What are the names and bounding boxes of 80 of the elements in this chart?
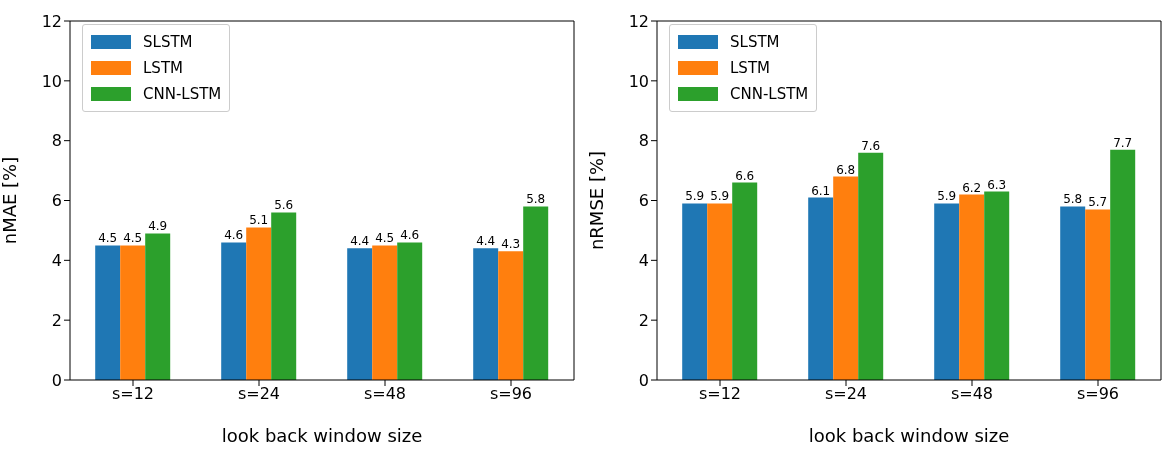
y-tick-label: 8 xyxy=(638,131,649,151)
bar xyxy=(858,152,884,380)
data-label: 4.6 xyxy=(224,228,244,243)
data-label: 5.8 xyxy=(1063,192,1083,207)
bar xyxy=(271,212,297,380)
bar xyxy=(145,233,171,380)
x-tick-label: s=96 xyxy=(1076,384,1120,404)
bar xyxy=(1085,209,1111,380)
data-label: 5.6 xyxy=(274,198,294,213)
data-label: 4.6 xyxy=(400,228,420,243)
bar xyxy=(523,206,549,380)
bar xyxy=(473,248,499,380)
y-tick-label: 10 xyxy=(41,71,62,91)
bar xyxy=(221,242,247,380)
data-label: 4.5 xyxy=(375,231,395,246)
legend-label: SLSTM xyxy=(143,33,193,51)
x-tick-label: s=24 xyxy=(824,384,868,404)
bar xyxy=(246,227,272,380)
y-tick-label: 6 xyxy=(51,191,62,211)
bar xyxy=(984,191,1010,380)
data-label: 4.5 xyxy=(123,231,143,246)
data-label: 4.3 xyxy=(501,237,521,252)
y-tick-label: 12 xyxy=(628,11,649,31)
data-label: 5.9 xyxy=(685,189,705,204)
bar xyxy=(682,203,708,380)
bar xyxy=(934,203,960,380)
data-label: 5.8 xyxy=(526,192,546,207)
y-tick-label: 2 xyxy=(51,310,62,330)
x-tick-label: s=96 xyxy=(489,384,533,404)
bar xyxy=(732,182,758,380)
data-label: 5.9 xyxy=(710,189,730,204)
x-tick-label: s=12 xyxy=(111,384,155,404)
data-label: 6.1 xyxy=(811,183,831,198)
bar xyxy=(347,248,373,380)
x-tick-label: s=12 xyxy=(698,384,742,404)
y-axis-title: nRMSE [%] xyxy=(586,150,608,251)
x-tick-label: s=48 xyxy=(950,384,994,404)
data-label: 4.5 xyxy=(98,231,118,246)
y-tick-label: 4 xyxy=(51,251,62,271)
data-label: 5.1 xyxy=(249,213,269,228)
y-tick-label: 2 xyxy=(638,310,649,330)
bar xyxy=(1110,149,1136,380)
data-label: 5.7 xyxy=(1088,195,1108,210)
bar xyxy=(1060,206,1086,380)
legend-label: SLSTM xyxy=(730,33,780,51)
data-label: 7.7 xyxy=(1113,135,1133,150)
y-axis-title: nMAE [%] xyxy=(0,156,21,245)
data-label: 4.4 xyxy=(476,234,496,249)
data-label: 4.9 xyxy=(148,219,168,234)
legend-label: LSTM xyxy=(143,59,183,77)
legend-label: LSTM xyxy=(730,59,770,77)
bar xyxy=(498,251,524,380)
data-label: 5.9 xyxy=(937,189,957,204)
x-tick-label: s=48 xyxy=(363,384,407,404)
bar xyxy=(397,242,423,380)
data-label: 6.6 xyxy=(735,168,755,183)
data-label: 6.3 xyxy=(987,177,1007,192)
bar xyxy=(707,203,733,380)
y-tick-label: 8 xyxy=(51,131,62,151)
y-tick-label: 0 xyxy=(638,370,649,390)
data-label: 4.4 xyxy=(350,234,370,249)
bar xyxy=(833,176,859,380)
y-tick-label: 4 xyxy=(638,251,649,271)
y-tick-label: 6 xyxy=(638,191,649,211)
bar xyxy=(120,245,146,380)
bar xyxy=(959,194,985,380)
y-tick-label: 12 xyxy=(41,11,62,31)
x-tick-label: s=24 xyxy=(237,384,281,404)
x-axis-title: look back window size xyxy=(808,425,1010,446)
data-label: 6.2 xyxy=(962,180,982,195)
y-tick-label: 0 xyxy=(51,370,62,390)
x-axis-title: look back window size xyxy=(221,425,423,446)
bar xyxy=(372,245,398,380)
legend-label: CNN-LSTM xyxy=(143,85,222,103)
bar xyxy=(808,197,834,380)
bar xyxy=(95,245,121,380)
y-tick-label: 10 xyxy=(628,71,649,91)
legend-label: CNN-LSTM xyxy=(730,85,809,103)
data-label: 7.6 xyxy=(861,138,881,153)
data-label: 6.8 xyxy=(836,162,856,177)
